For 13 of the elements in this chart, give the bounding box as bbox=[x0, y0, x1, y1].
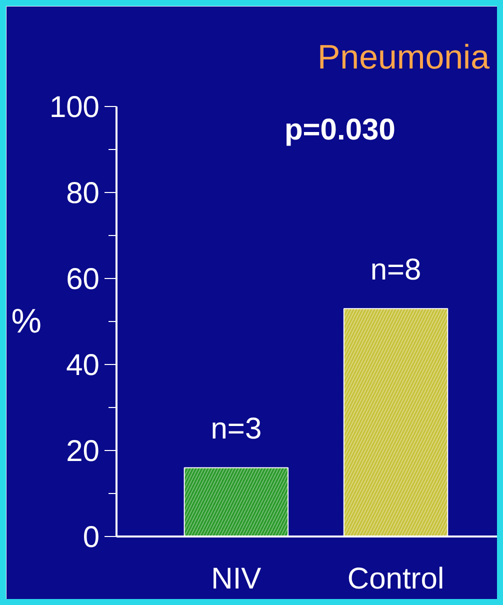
annotation: p=0.030 bbox=[284, 114, 396, 146]
annotation: n=8 bbox=[370, 254, 422, 287]
y-tick-label: 80 bbox=[66, 177, 100, 210]
x-tick-label: Control bbox=[347, 562, 444, 596]
chart-title: Pneumonia bbox=[317, 38, 490, 76]
y-tick-label: 60 bbox=[66, 263, 100, 296]
y-tick-label: 40 bbox=[66, 349, 100, 382]
annotation: n=3 bbox=[210, 412, 262, 446]
y-tick-label: 20 bbox=[66, 435, 100, 468]
x-tick-label: NIV bbox=[211, 562, 262, 596]
y-axis-title: % bbox=[11, 302, 42, 340]
y-tick-label: 0 bbox=[82, 521, 100, 554]
y-tick-label: 100 bbox=[49, 91, 100, 124]
